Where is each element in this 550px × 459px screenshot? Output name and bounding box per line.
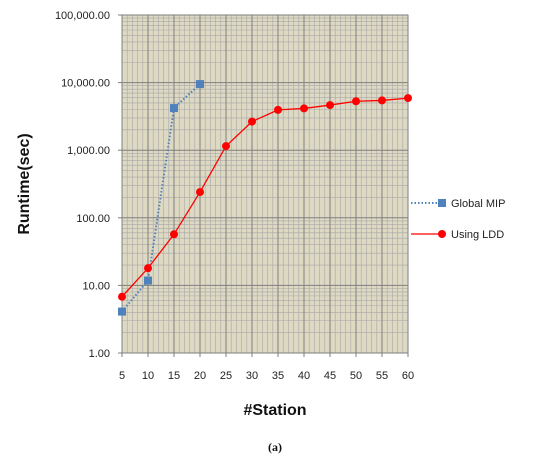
global-mip-point xyxy=(118,307,126,316)
y-tick-label: 100,000.00 xyxy=(55,10,110,22)
global-mip-point xyxy=(196,80,204,89)
y-tick-label: 100.00 xyxy=(76,213,110,225)
using-ldd-point xyxy=(352,97,360,106)
x-tick-label: 10 xyxy=(142,370,154,382)
x-tick-label: 60 xyxy=(402,370,414,382)
y-tick-label: 1,000.00 xyxy=(67,145,110,157)
using-ldd-point xyxy=(404,94,412,103)
using-ldd-point xyxy=(222,142,230,151)
y-tick-label: 10,000.00 xyxy=(61,78,110,90)
x-tick-label: 25 xyxy=(220,370,232,382)
y-axis-title: Runtime(sec) xyxy=(16,133,33,234)
using-ldd-point xyxy=(196,188,204,197)
using-ldd-point xyxy=(378,96,386,105)
series-layer xyxy=(118,80,412,316)
x-tick-label: 20 xyxy=(194,370,206,382)
plot-area xyxy=(121,14,409,354)
x-axis-title: #Station xyxy=(243,402,306,419)
using-ldd-point xyxy=(274,105,282,114)
using-ldd-legend-marker xyxy=(438,230,446,238)
x-tick-label: 15 xyxy=(168,370,180,382)
major-gridlines xyxy=(118,14,409,357)
using-ldd-point xyxy=(300,104,308,113)
legend: Global MIP Using LDD xyxy=(411,198,505,241)
using-ldd-point xyxy=(170,230,178,239)
x-tick-label: 45 xyxy=(324,370,336,382)
x-tick-label: 40 xyxy=(298,370,310,382)
x-axis-tick-labels: 5 10 15 20 25 30 35 40 45 50 55 60 xyxy=(119,370,414,382)
using-ldd-point xyxy=(326,101,334,110)
global-mip-legend-label: Global MIP xyxy=(451,198,505,210)
y-tick-label: 1.00 xyxy=(89,348,110,360)
using-ldd-point xyxy=(144,264,152,273)
global-mip-point xyxy=(144,276,152,285)
x-tick-label: 35 xyxy=(272,370,284,382)
y-tick-label: 10.00 xyxy=(82,280,110,292)
using-ldd-point xyxy=(248,117,256,126)
using-ldd-line xyxy=(121,97,409,298)
using-ldd-point xyxy=(118,292,126,301)
global-mip-point xyxy=(170,104,178,113)
x-tick-label: 55 xyxy=(376,370,388,382)
figure-caption: (a) xyxy=(268,440,282,454)
x-tick-label: 50 xyxy=(350,370,362,382)
x-tick-label: 30 xyxy=(246,370,258,382)
x-tick-label: 5 xyxy=(119,370,125,382)
using-ldd-legend-label: Using LDD xyxy=(451,229,504,241)
y-axis-tick-labels: 1.00 10.00 100.00 1,000.00 10,000.00 100,000.… xyxy=(55,10,110,360)
global-mip-legend-marker xyxy=(438,199,446,207)
